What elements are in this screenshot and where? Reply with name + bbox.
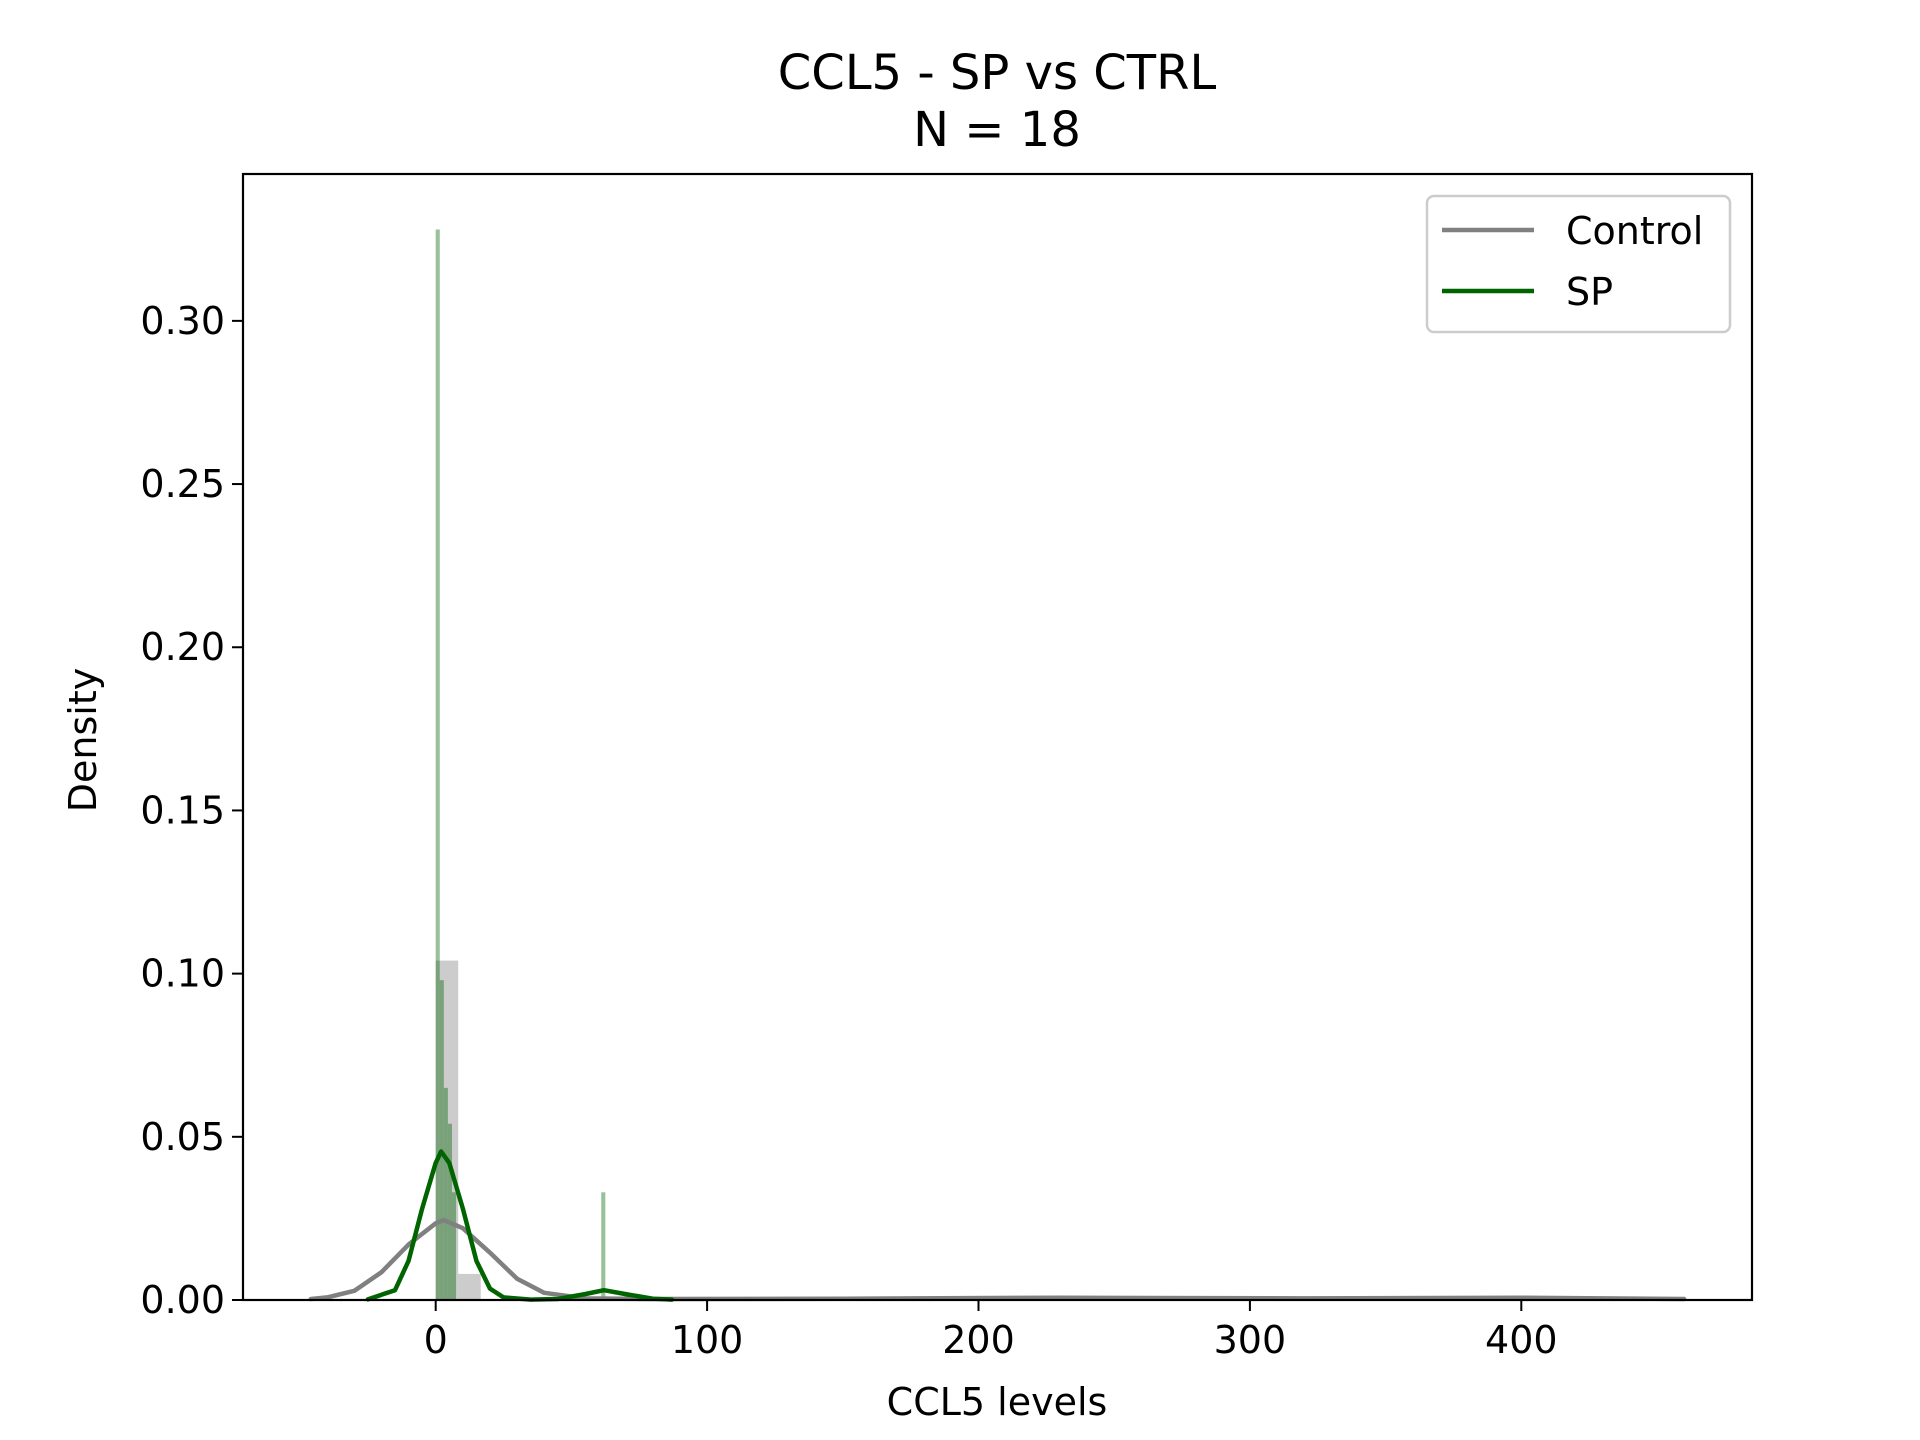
y-tick-label: 0.20: [140, 625, 225, 669]
histogram-bar-sp: [435, 229, 440, 1301]
histogram-bar-sp: [601, 1192, 606, 1300]
histogram-bar-sp: [451, 1192, 457, 1300]
histogram-bar-control: [458, 1273, 481, 1300]
plot-layer: [308, 229, 1687, 1302]
legend: Control SP: [1425, 194, 1732, 334]
kde-line-control: [308, 1217, 1687, 1302]
histogram-bar-sp: [443, 1087, 448, 1300]
x-tick-label: 0: [424, 1318, 448, 1362]
legend-label-sp: SP: [1566, 270, 1613, 314]
y-tick-label: 0.00: [140, 1278, 225, 1322]
x-tick-label: 400: [1485, 1318, 1558, 1362]
histogram-bar-sp: [439, 980, 444, 1300]
y-axis-label: Density: [61, 668, 105, 812]
x-axis-label: CCL5 levels: [887, 1380, 1108, 1424]
kde-line-sp: [365, 1149, 675, 1302]
chart-title: CCL5 - SP vs CTRL: [778, 45, 1217, 101]
y-tick-label: 0.10: [140, 952, 225, 996]
x-tick-label: 200: [942, 1318, 1015, 1362]
histogram-bar-control: [435, 960, 459, 1300]
axes-layer: 0 100 200 300 400 0.00 0.05 0.10 0.15 0.20 0.25 0.3…: [140, 172, 1754, 1362]
y-tick-label: 0.30: [140, 299, 225, 343]
legend-label-control: Control: [1566, 209, 1703, 253]
x-tick-label: 100: [671, 1318, 744, 1362]
x-tick-label: 300: [1214, 1318, 1287, 1362]
plot-frame: [241, 172, 1754, 1302]
y-tick-label: 0.25: [140, 462, 225, 506]
y-tick-label: 0.05: [140, 1115, 225, 1159]
y-tick-label: 0.15: [140, 788, 225, 832]
chart-subtitle: N = 18: [913, 102, 1081, 158]
histogram-bar-sp: [447, 1123, 452, 1300]
